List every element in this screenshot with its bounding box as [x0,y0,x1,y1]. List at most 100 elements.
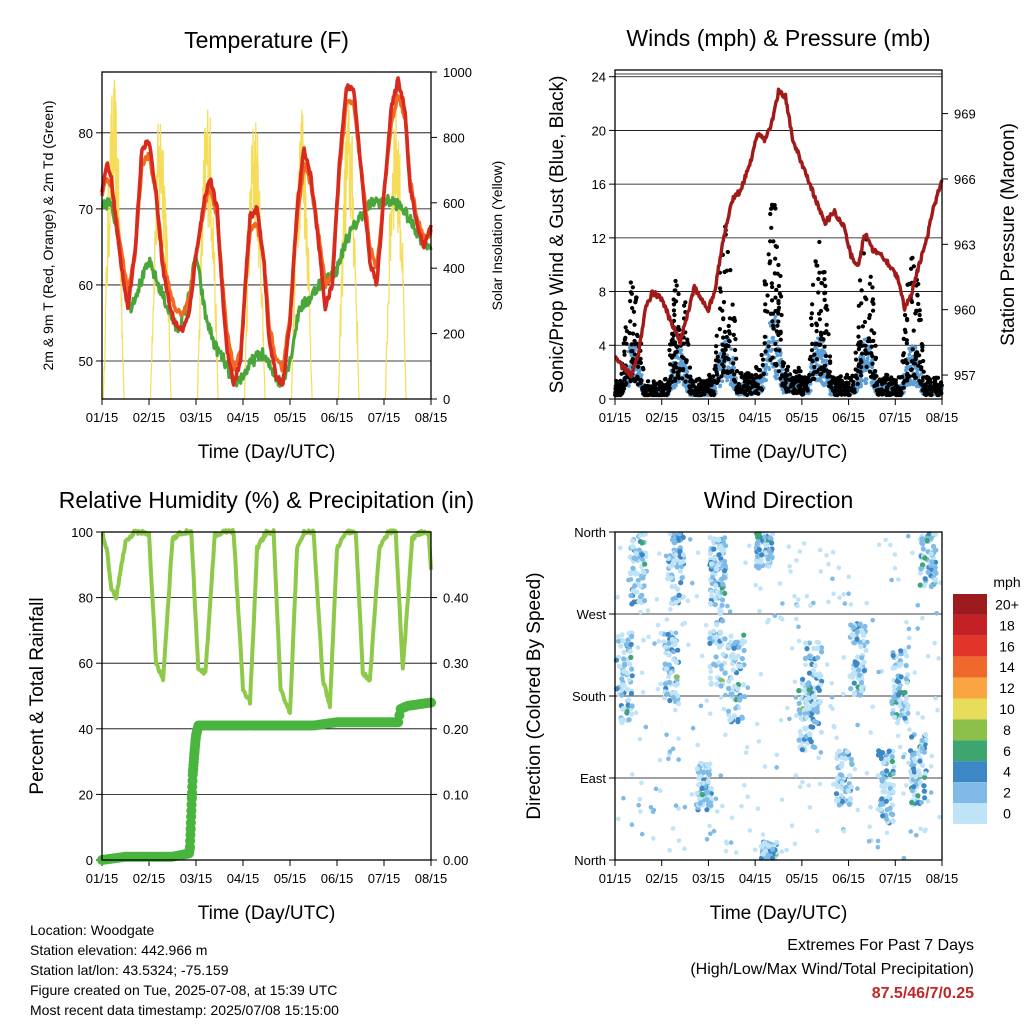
direction-point [696,782,702,788]
direction-point [747,543,752,549]
direction-point [933,696,938,701]
direction-point [719,602,725,608]
direction-point [697,800,703,807]
winds-xlabel: Time (Day/UTC) [710,442,848,463]
direction-point [642,598,648,604]
direction-point [847,773,853,779]
direction-point [742,782,747,788]
direction-point [757,564,763,570]
direction-point [801,541,807,546]
direction-point [910,550,915,556]
direction-point [894,678,900,684]
direction-point [687,537,693,542]
direction-point [682,620,688,626]
direction-point [915,711,921,716]
figure-created: Figure created on Tue, 2025-07-08, at 15… [30,982,338,998]
direction-point [920,762,926,769]
temperature-y2tick-label: 0 [443,392,450,407]
direction-point [838,763,845,770]
direction-point [733,706,738,711]
direction-point [760,832,766,837]
direction-point [852,766,858,772]
humidity-ylabel: Percent & Total Rainfall [27,597,48,794]
direction-point [727,609,733,614]
direction-point [713,654,719,660]
direction-point [716,552,722,558]
direction-point [915,626,920,631]
direction-point [904,705,911,712]
direction-point [880,813,886,819]
direction-point [799,747,806,753]
direction-point [808,603,813,608]
direction-point [918,826,923,832]
direction-point [933,577,939,583]
direction-point [796,624,801,630]
direction-point [666,662,672,668]
direction-point [797,549,803,554]
direction-point [796,597,801,602]
direction-point [892,552,898,557]
temperature-ytick-label: 60 [79,278,93,293]
direction-point [729,691,735,698]
direction-point [640,575,646,581]
direction-point [630,772,635,777]
direction-point [738,663,744,670]
direction-point [903,699,909,705]
direction-point [628,570,634,577]
winds-y2tick-label: 960 [954,303,976,318]
direction-point [669,584,675,590]
direction-point [902,715,908,721]
direction-point [793,773,799,778]
temperature-y2tick-label: 800 [443,130,465,145]
direction-point [844,749,851,755]
direction-point [675,647,681,653]
winds-xtick-label: 02/15 [645,410,678,425]
direction-point [904,783,909,788]
direction-point [888,542,893,548]
direction-point [826,599,831,605]
pressure-line [614,87,944,379]
direction-point [723,848,729,854]
direction-ytick-label: North [574,525,606,540]
speed-legend-label: 8 [1003,722,1011,738]
direction-point [722,558,728,565]
direction-point [722,670,728,676]
precip-points [97,697,437,865]
direction-point [851,670,857,676]
direction-point [663,666,668,672]
direction-point [636,802,641,808]
direction-point [655,686,661,692]
direction-point [694,594,700,599]
direction-point [787,716,792,722]
direction-point [755,806,761,811]
speed-legend-label: 2 [1003,785,1011,801]
direction-point [906,626,912,632]
direction-point [901,791,906,796]
direction-point [784,847,789,853]
direction-point [680,594,687,600]
direction-point [737,697,743,703]
direction-point [848,622,854,628]
direction-point [678,560,684,566]
station-elevation: Station elevation: 442.966 m [30,942,208,958]
direction-point [619,676,625,682]
direction-point [712,602,718,608]
direction-point [879,770,886,776]
direction-point [818,750,824,755]
speed-legend-swatch [953,761,987,783]
direction-point [671,657,676,662]
direction-point [619,720,625,726]
direction-point [864,600,869,606]
direction-point [930,543,937,549]
direction-point [648,805,654,810]
direction-point [676,701,682,707]
direction-point [841,592,846,597]
direction-point [917,570,923,576]
temperature-xtick-label: 01/15 [86,410,119,425]
direction-point [732,655,738,661]
direction-point [814,639,820,645]
direction-point [817,781,823,787]
speed-legend-swatch [953,782,987,803]
direction-ytick-label: South [572,689,606,704]
